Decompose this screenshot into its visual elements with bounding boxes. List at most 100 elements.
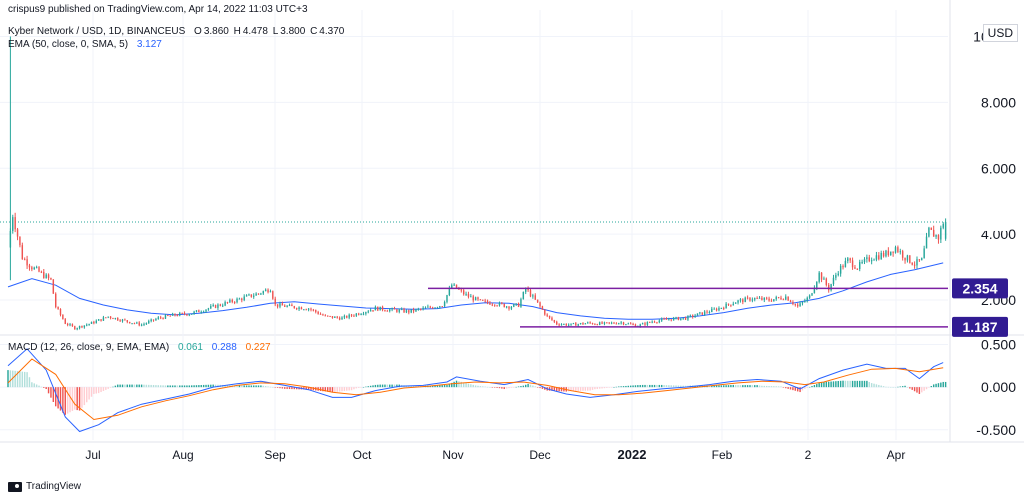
macd-histogram-bar	[890, 386, 892, 388]
currency-badge[interactable]: USD	[982, 24, 1018, 42]
macd-histogram-bar	[930, 386, 933, 388]
candle-body	[503, 303, 505, 308]
macd-histogram-bar	[293, 387, 296, 390]
macd-histogram-bar	[14, 370, 16, 388]
macd-histogram-bar	[634, 385, 637, 388]
macd-histogram-bar	[93, 387, 95, 394]
macd-histogram-bar	[286, 387, 288, 389]
macd-histogram-bar	[827, 381, 830, 388]
macd-histogram-bar	[319, 387, 322, 391]
macd-histogram-bar	[508, 387, 510, 389]
macd-histogram-bar	[71, 387, 74, 411]
candle-body	[622, 322, 625, 325]
candle-body	[875, 255, 878, 260]
candle-body	[692, 315, 694, 317]
macd-histogram-bar	[152, 385, 155, 388]
macd-histogram-bar	[377, 384, 379, 388]
macd-histogram-bar	[16, 371, 19, 388]
candle-body	[229, 299, 231, 303]
candle-body	[482, 299, 484, 301]
macd-histogram-bar	[711, 385, 713, 388]
macd-histogram-bar	[541, 387, 544, 389]
candle-body	[260, 293, 262, 295]
macd-histogram-bar	[350, 387, 353, 391]
candle-body	[641, 323, 644, 325]
candle-body	[501, 302, 503, 304]
macd-histogram-bar	[801, 387, 804, 391]
candle-body	[76, 328, 78, 330]
candle-body	[412, 309, 415, 312]
candle-body	[226, 302, 229, 304]
candle-body	[932, 229, 935, 237]
candle-body	[281, 303, 284, 306]
tradingview-footer: TradingView	[8, 481, 81, 492]
candle-body	[589, 322, 591, 324]
macd-histogram-bar	[677, 385, 680, 388]
macd-histogram-bar	[715, 385, 718, 388]
open-value: 3.860	[203, 26, 229, 37]
macd-histogram-bar	[823, 382, 825, 388]
macd-histogram-bar	[295, 387, 298, 390]
candle-body	[131, 323, 133, 325]
macd-histogram-bar	[567, 387, 570, 392]
candle-body	[334, 316, 336, 318]
macd-histogram-bar	[126, 384, 129, 388]
publisher-line: crispus9 published on TradingView.com, A…	[8, 4, 308, 15]
macd-histogram-bar	[713, 385, 715, 388]
candle-body	[374, 306, 377, 311]
candle-body	[730, 304, 732, 306]
y-tick-label: 8.000	[981, 94, 1016, 110]
candle-body	[310, 308, 312, 310]
candle-body	[43, 271, 45, 279]
macd-histogram-bar	[470, 384, 472, 388]
candle-body	[109, 316, 112, 319]
candle-body	[372, 310, 374, 312]
candle-body	[911, 262, 913, 265]
candle-body	[248, 294, 250, 296]
candle-body	[255, 293, 257, 296]
low-value: 3.800	[280, 26, 306, 37]
macd-histogram-bar	[486, 386, 489, 388]
macd-histogram-bar	[257, 385, 260, 388]
candle-body	[544, 309, 546, 315]
candle-body	[453, 284, 455, 286]
macd-histogram-bar	[255, 385, 257, 388]
macd-histogram-bar	[770, 386, 773, 388]
candle-body	[117, 317, 119, 321]
candle-body	[627, 323, 630, 325]
macd-histogram-bar	[329, 387, 331, 393]
candle-body	[527, 288, 529, 291]
macd-histogram-bar	[579, 387, 582, 391]
candle-body	[489, 302, 491, 305]
macd-signal-value: 0.227	[245, 342, 271, 353]
candle-body	[188, 314, 191, 316]
candle-body	[417, 308, 420, 310]
candle-body	[434, 307, 436, 309]
macd-histogram-bar	[360, 387, 362, 388]
candle-body	[653, 321, 656, 323]
candle-body	[792, 302, 794, 305]
candle-body	[124, 319, 126, 321]
macd-histogram-bar	[312, 387, 315, 391]
macd-histogram-bar	[844, 380, 847, 388]
candle-body	[818, 272, 820, 282]
macd-histogram-bar	[279, 387, 281, 389]
macd-histogram-bar	[362, 387, 365, 388]
macd-histogram-bar	[47, 387, 50, 394]
level-price-tag	[952, 316, 1008, 337]
candle-body	[935, 235, 937, 237]
macd-histogram-bar	[391, 384, 393, 388]
macd-histogram-bar	[663, 385, 665, 388]
candle-body	[326, 315, 329, 317]
macd-histogram-bar	[384, 384, 386, 388]
candle-body	[243, 296, 245, 301]
macd-histogram-bar	[718, 385, 720, 388]
macd-histogram-bar	[837, 381, 839, 388]
candle-body	[708, 312, 711, 314]
macd-histogram-bar	[436, 385, 439, 388]
candle-body	[763, 297, 766, 300]
macd-histogram-bar	[496, 387, 498, 388]
candle-body	[921, 258, 923, 261]
x-tick-label: 2022	[618, 447, 647, 462]
candle-body	[598, 322, 601, 325]
